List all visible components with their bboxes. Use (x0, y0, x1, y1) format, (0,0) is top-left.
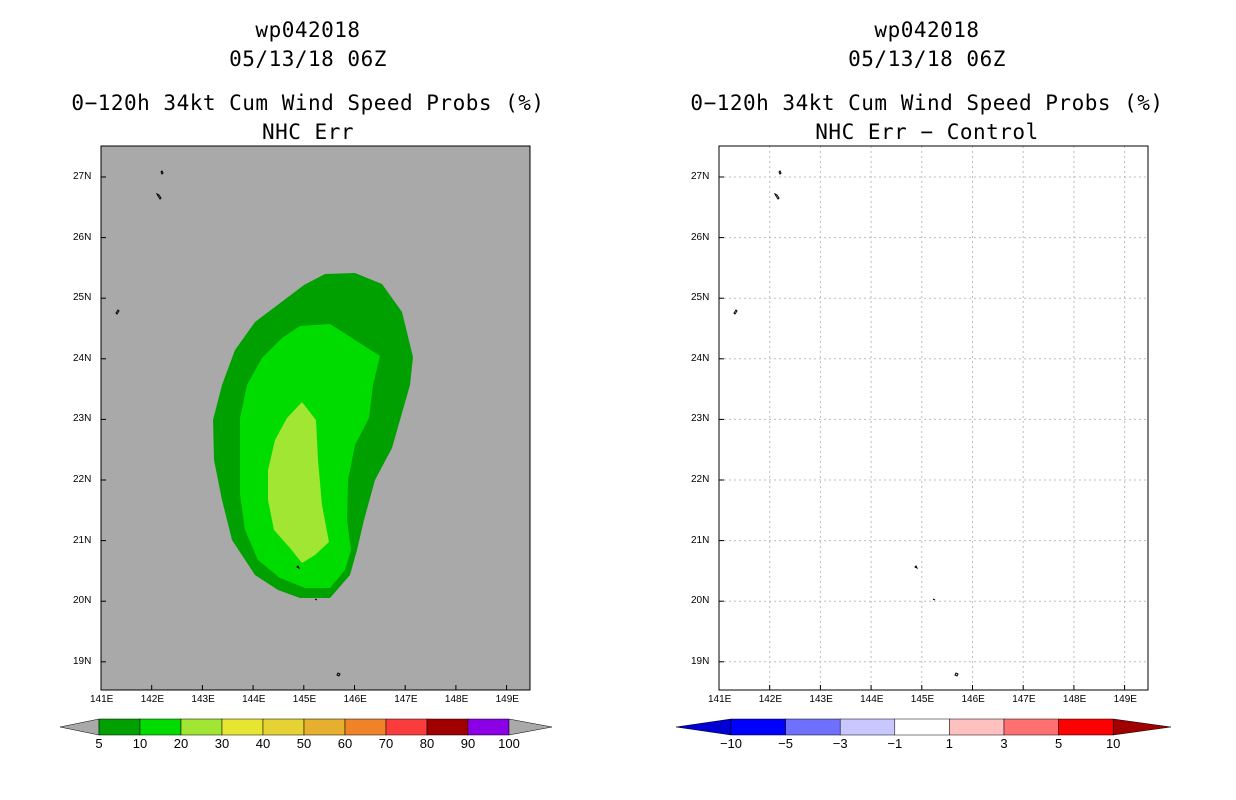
colorbar-arrow-high (1112, 718, 1172, 736)
colorbar-label: 90 (460, 736, 476, 751)
colorbar-label: 10 (1105, 736, 1121, 751)
right-title-time: 05/13/18 06Z (848, 47, 1006, 71)
lon-label: 142E (758, 694, 783, 705)
lat-label: 22N (73, 474, 92, 485)
left-map (100, 145, 531, 691)
colorbar-swatch (894, 718, 950, 736)
colorbar-label: −1 (887, 736, 903, 751)
colorbar-swatch (98, 718, 141, 736)
lat-label: 27N (691, 171, 710, 182)
right-title-storm: wp042018 (874, 18, 980, 42)
lat-label: 19N (73, 655, 92, 667)
lat-label: 19N (691, 655, 710, 667)
colorbar-arrow-low (675, 718, 732, 736)
lat-label: 23N (691, 413, 710, 425)
lat-label: 24N (691, 352, 710, 364)
lon-label: 145E (910, 694, 935, 705)
lat-label: 27N (73, 171, 92, 182)
colorbar-label: −3 (832, 736, 848, 751)
lon-label: 144E (860, 694, 884, 705)
colorbar-swatch (180, 718, 223, 736)
lon-label: 141E (708, 694, 732, 705)
left-title-storm: wp042018 (255, 18, 361, 42)
right-title-product: 0−120h 34kt Cum Wind Speed Probs (%) (690, 91, 1164, 115)
lon-label: 143E (191, 694, 215, 705)
colorbar-swatch (839, 718, 896, 736)
right-map (718, 145, 1149, 691)
colorbar-swatch (139, 718, 182, 736)
lat-label: 21N (73, 534, 92, 546)
left-title-time: 05/13/18 06Z (229, 47, 387, 71)
colorbar-label: 1 (945, 736, 954, 751)
colorbar-label: −5 (778, 736, 794, 751)
colorbar-swatch (303, 718, 346, 736)
colorbar-label: 20 (173, 736, 189, 751)
colorbar-label: 60 (337, 736, 353, 751)
lat-label: 25N (73, 292, 92, 304)
colorbar-label: 100 (498, 736, 520, 751)
right-map-ticks (718, 176, 1126, 690)
colorbar-swatch (467, 718, 510, 736)
colorbar-label: 30 (214, 736, 230, 751)
lon-label: 146E (961, 694, 985, 705)
colorbar-arrow-low (59, 718, 100, 736)
colorbar-swatch (221, 718, 264, 736)
left-islands (115, 170, 341, 677)
colorbar-arrow-high (508, 718, 553, 736)
lon-label: 149E (495, 694, 519, 705)
right-map-background (719, 146, 1148, 690)
lat-label: 22N (691, 474, 710, 485)
lon-label: 146E (343, 694, 367, 705)
lat-label: 23N (73, 413, 92, 425)
lon-label: 147E (1012, 694, 1036, 705)
lon-label: 145E (292, 694, 317, 705)
lat-label: 26N (691, 231, 710, 243)
left-title-sub: NHC Err (261, 120, 354, 144)
right-islands (733, 170, 959, 677)
colorbar-label: 40 (255, 736, 271, 751)
lat-label: 25N (691, 292, 710, 304)
left-map-frame (100, 145, 531, 691)
right-map-frame (718, 145, 1149, 691)
colorbar-swatch (785, 718, 841, 736)
lon-label: 144E (242, 694, 266, 705)
right-title-sub: NHC Err − Control (815, 120, 1039, 144)
left-colorbar (59, 718, 553, 736)
colorbar-label: 80 (419, 736, 435, 751)
colorbar-swatch (262, 718, 305, 736)
lat-label: 20N (691, 595, 710, 607)
lat-label: 26N (73, 231, 92, 243)
lon-label: 149E (1113, 694, 1137, 705)
right-map-grid (719, 146, 1148, 690)
lon-label: 147E (394, 694, 418, 705)
colorbar-label: 10 (132, 736, 148, 751)
right-colorbar (675, 718, 1172, 736)
left-map-ticks (100, 176, 508, 690)
colorbar-label: 3 (1000, 736, 1008, 751)
colorbar-label: 70 (378, 736, 394, 751)
colorbar-swatch (426, 718, 469, 736)
colorbar-label: 5 (95, 736, 103, 751)
lat-label: 24N (73, 352, 92, 364)
colorbar-swatch (344, 718, 387, 736)
colorbar-swatch (949, 718, 1005, 736)
lon-label: 148E (444, 694, 469, 705)
prob-contour-20 (268, 402, 329, 563)
lon-label: 148E (1062, 694, 1087, 705)
lat-label: 20N (73, 595, 92, 607)
colorbar-swatch (385, 718, 428, 736)
lon-label: 143E (809, 694, 833, 705)
colorbar-swatch (1058, 718, 1114, 736)
lon-label: 141E (90, 694, 114, 705)
colorbar-swatch (1003, 718, 1059, 736)
colorbar-label: 50 (296, 736, 312, 751)
lat-label: 21N (691, 534, 710, 546)
left-title-product: 0−120h 34kt Cum Wind Speed Probs (%) (71, 91, 545, 115)
colorbar-swatch (730, 718, 786, 736)
lon-label: 142E (140, 694, 165, 705)
colorbar-label: 5 (1054, 736, 1063, 751)
colorbar-label: −10 (719, 736, 743, 751)
